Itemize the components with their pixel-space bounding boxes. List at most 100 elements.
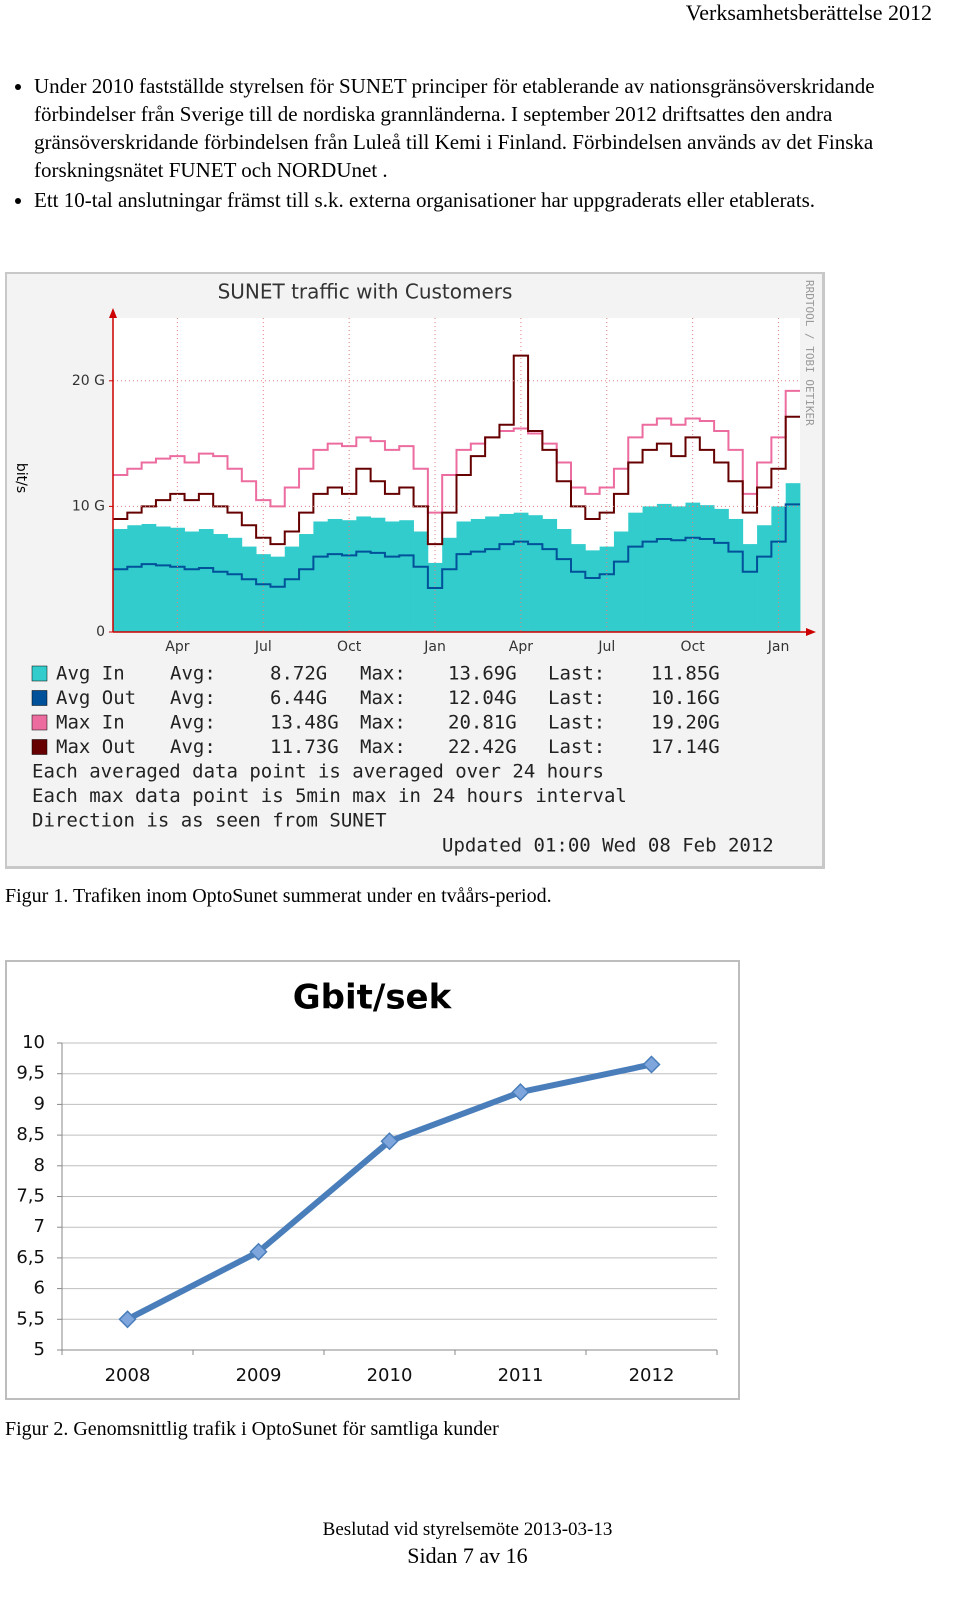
y-tick-label: 7	[34, 1216, 45, 1237]
legend-swatch	[31, 739, 48, 755]
legend-swatch	[31, 690, 48, 706]
traffic-chart: SUNET traffic with Customers bit/s RRDTOOL…	[5, 272, 825, 869]
legend-label: Max Out	[56, 736, 136, 758]
area-bar	[442, 537, 457, 632]
stat-value: 12.04G	[448, 687, 517, 709]
x-tick-label: Apr	[165, 639, 189, 655]
stat-value: 17.14G	[651, 736, 720, 758]
x-tick-label: Jan	[767, 639, 790, 655]
area-bar	[656, 503, 672, 632]
y-tick-label: 9	[34, 1093, 45, 1114]
y-tick-label: 6	[34, 1278, 45, 1299]
stat-label: Last:	[548, 712, 605, 734]
legend-label: Max In	[56, 712, 125, 734]
x-tick-label: Jul	[597, 639, 615, 655]
x-tick-label: 2012	[629, 1365, 675, 1386]
area-bar	[613, 531, 629, 632]
stat-value: 19.20G	[651, 712, 720, 734]
area-bar	[599, 546, 615, 632]
area-bar	[256, 554, 271, 632]
series-line	[113, 389, 800, 514]
area-bar	[127, 525, 143, 632]
chart-note: Each averaged data point is averaged ove…	[32, 761, 604, 783]
stat-label: Max:	[360, 712, 406, 734]
chart-frame	[5, 960, 740, 1400]
series-line	[113, 503, 800, 590]
chart-title: SUNET traffic with Customers	[218, 280, 513, 304]
x-tick-label: Oct	[337, 639, 362, 655]
area-bar	[270, 556, 286, 632]
area-bar	[785, 483, 801, 632]
stat-value: 13.48G	[270, 712, 339, 734]
y-tick-label: 6,5	[16, 1247, 45, 1268]
stat-label: Avg:	[170, 736, 216, 758]
y-tick-label: 20 G	[72, 373, 105, 389]
updated-note: Updated 01:00 Wed 08 Feb 2012	[442, 835, 774, 857]
data-point	[511, 1083, 530, 1102]
caption: Figur 1. Trafiken inom OptoSunet summera…	[5, 885, 552, 907]
area-bar	[427, 562, 443, 632]
y-tick-label: 10	[22, 1032, 45, 1053]
chart-title: Gbit/sek	[293, 978, 453, 1018]
x-tick-label: Oct	[681, 639, 706, 655]
y-tick-label: 0	[96, 624, 105, 640]
stat-label: Avg:	[170, 663, 216, 685]
area-bar	[456, 521, 472, 632]
stat-value: 13.69G	[448, 663, 517, 685]
y-tick-label: 8,5	[16, 1124, 45, 1145]
area-bar	[499, 513, 515, 632]
y-tick-label: 5	[34, 1339, 45, 1360]
x-tick-label: 2008	[105, 1365, 151, 1386]
area-bar	[685, 502, 701, 632]
area-bar	[742, 544, 758, 632]
area-bar	[556, 529, 572, 632]
stat-label: Last:	[548, 736, 605, 758]
legend-swatch	[31, 665, 48, 682]
page-header: Verksamhetsberättelse 2012	[685, 0, 932, 25]
area-bar	[728, 518, 744, 632]
area-bar	[155, 526, 171, 632]
stat-label: Avg:	[170, 687, 216, 709]
area-bar	[198, 529, 214, 632]
y-tick-label: 7,5	[16, 1186, 45, 1207]
area-bar	[470, 518, 486, 632]
area-bar	[170, 527, 185, 632]
area-bar	[628, 512, 643, 632]
area-bar	[113, 529, 128, 632]
series-line	[113, 354, 800, 546]
area-bar	[585, 550, 601, 632]
y-tick-label: 5,5	[16, 1308, 45, 1329]
area-bar	[213, 534, 228, 632]
area-bar	[757, 525, 772, 632]
area-bar	[384, 521, 400, 632]
x-tick-label: 2010	[367, 1365, 413, 1386]
caption: Figur 2. Genomsnittlig trafik i OptoSune…	[5, 1418, 499, 1440]
stat-value: 11.73G	[270, 736, 339, 758]
data-point	[642, 1055, 661, 1074]
area-bar	[699, 505, 715, 632]
x-tick-label: 2009	[236, 1365, 282, 1386]
stat-label: Avg:	[170, 712, 216, 734]
y-tick-label: 8	[34, 1155, 45, 1176]
bullet: Ett 10-tal anslutningar främst till s.k.…	[34, 186, 935, 214]
bullet: Under 2010 fastställde styrelsen för SUN…	[34, 72, 935, 184]
x-tick-label: Apr	[509, 639, 533, 655]
area-bar	[771, 506, 787, 632]
stat-label: Max:	[360, 736, 406, 758]
area-bar	[413, 531, 429, 632]
legend-label: Avg In	[56, 663, 125, 685]
chart-note: Direction is as seen from SUNET	[32, 810, 387, 832]
y-tick-label: 10 G	[72, 498, 105, 514]
area-bar	[542, 518, 558, 632]
stat-value: 10.16G	[651, 687, 720, 709]
area-bar	[342, 520, 357, 632]
page-number: Sidan 7 av 16	[407, 1543, 528, 1568]
legend-swatch	[31, 714, 48, 731]
x-axis-arrow	[806, 628, 816, 636]
data-point	[249, 1242, 268, 1261]
gbit-chart: Gbit/sek 5 5,5 6 6,5 7 7,5 8 8,5 9 9,5 10 2008 2009 20…	[5, 960, 740, 1400]
y-tick-label: 9,5	[16, 1063, 45, 1084]
area-bar	[671, 506, 686, 632]
area-bar	[299, 534, 314, 632]
data-point	[118, 1310, 137, 1329]
